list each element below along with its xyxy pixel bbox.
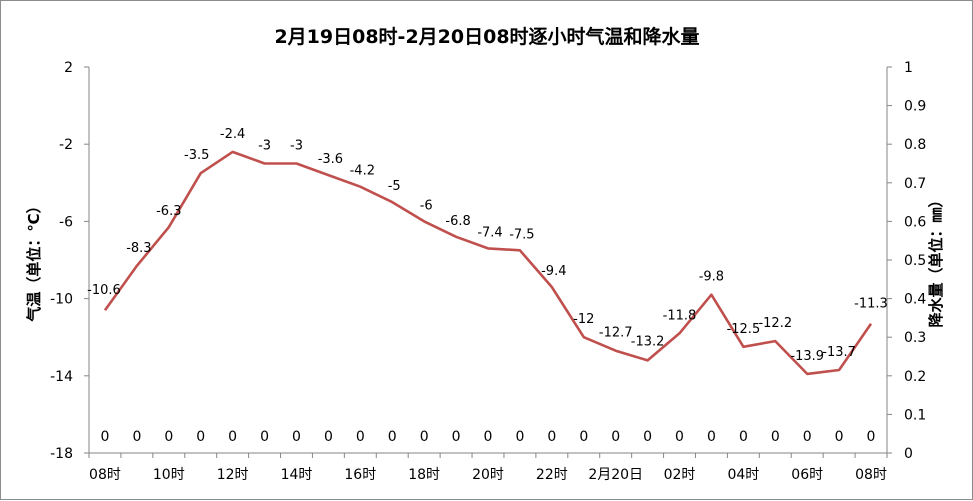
temperature-data-label: -10.6	[87, 283, 121, 298]
x-tick-label: 22时	[536, 467, 568, 483]
precipitation-data-label: 0	[835, 429, 844, 445]
precipitation-data-label: 0	[867, 429, 876, 445]
temperature-data-label: -12.2	[758, 316, 792, 331]
temperature-data-label: -7.5	[509, 227, 534, 242]
x-tick-label: 02时	[664, 467, 696, 483]
y2-tick-label: 0.2	[904, 369, 926, 385]
precipitation-data-label: 0	[675, 429, 684, 445]
x-tick-label: 20时	[472, 467, 504, 483]
temperature-data-label: -3	[290, 139, 303, 154]
y2-tick-label: 0.9	[904, 99, 926, 115]
x-tick-label: 12时	[217, 467, 249, 483]
temperature-data-label: -4.2	[350, 164, 375, 179]
y2-tick-label: 0.5	[904, 253, 926, 269]
x-tick-label: 18时	[408, 467, 440, 483]
precipitation-data-label: 0	[228, 429, 237, 445]
precipitation-data-label: 0	[292, 429, 301, 445]
plot-area: 2 -2 -6 -10 -14 -18 1 0.9 0.8 0.7 0.6 0.5 0.4 0.3 0.2 0…	[50, 60, 926, 483]
temperature-data-label: -3	[258, 139, 271, 154]
precipitation-data-label: 0	[803, 429, 812, 445]
x-tick-label: 06时	[791, 467, 823, 483]
y-tick-label: -18	[50, 446, 73, 462]
precipitation-data-label: 0	[132, 429, 141, 445]
temperature-data-label: -3.5	[184, 148, 209, 163]
temperature-data-label: -12.7	[599, 326, 633, 341]
y-tick-label: -10	[50, 292, 73, 308]
y-axis-title: 气温（单位：℃）	[25, 198, 43, 322]
y-tick-label: -2	[59, 137, 73, 153]
precipitation-data-label: 0	[324, 429, 333, 445]
precipitation-data-label: 0	[388, 429, 397, 445]
y-axis-title-group: 气温（单位：℃）	[25, 198, 43, 322]
y2-axis-title: 降水量（单位：㎜）	[927, 192, 945, 327]
y2-tick-label: 0.7	[904, 176, 926, 192]
y-tick-label: -14	[50, 369, 73, 385]
temperature-data-label: -13.7	[822, 345, 856, 360]
y-tick-label: 2	[64, 60, 73, 76]
temperature-data-label: -9.4	[541, 264, 566, 279]
precipitation-data-label: 0	[484, 429, 493, 445]
temperature-data-label: -13.9	[790, 349, 824, 364]
precipitation-data-label: 0	[452, 429, 461, 445]
y2-axis-title-group: 降水量（单位：㎜）	[927, 192, 945, 327]
temperature-data-label: -6	[420, 198, 433, 213]
x-tick-label: 16时	[344, 467, 376, 483]
chart-title: 2月19日08时-2月20日08时逐小时气温和降水量	[274, 25, 699, 48]
precipitation-data-label: 0	[164, 429, 173, 445]
y2-tick-label: 0.6	[904, 214, 926, 230]
x-tick-label: 10时	[153, 467, 185, 483]
temperature-data-label: -11.8	[663, 308, 697, 323]
temperature-data-label: -12	[573, 312, 594, 327]
precipitation-data-label: 0	[420, 429, 429, 445]
y2-tick-label: 1	[904, 60, 913, 76]
precipitation-data-label: 0	[643, 429, 652, 445]
precipitation-data-label: 0	[356, 429, 365, 445]
precipitation-data-label: 0	[611, 429, 620, 445]
temperature-line	[103, 150, 873, 376]
precipitation-data-label: 0	[707, 429, 716, 445]
x-tick-label: 2月20日	[588, 467, 643, 483]
temperature-data-label: -13.2	[631, 334, 665, 349]
temperature-data-label: -2.4	[220, 127, 245, 142]
y-tick-label: -6	[59, 214, 73, 230]
temperature-data-label: -5	[388, 179, 401, 194]
temperature-data-label: -12.5	[727, 322, 761, 337]
x-tick-label: 04时	[727, 467, 759, 483]
temperature-data-label: -6.3	[156, 204, 181, 219]
temperature-data-label: -3.6	[318, 152, 343, 167]
precipitation-data-label: 0	[196, 429, 205, 445]
precipitation-data-label: 0	[739, 429, 748, 445]
x-tick-label: 08时	[855, 467, 887, 483]
precipitation-data-label: 0	[515, 429, 524, 445]
x-tick-label: 08时	[89, 467, 121, 483]
temperature-data-label: -6.8	[445, 214, 470, 229]
y2-tick-label: 0	[904, 446, 913, 462]
precipitation-data-label: 0	[260, 429, 269, 445]
precipitation-data-label: 0	[547, 429, 556, 445]
temperature-data-label: -11.3	[854, 297, 888, 312]
y2-tick-label: 0.3	[904, 330, 926, 346]
temperature-data-label: -7.4	[477, 225, 502, 240]
y2-tick-label: 0.1	[904, 407, 926, 423]
temperature-data-label: -9.8	[699, 270, 724, 285]
temperature-data-label: -8.3	[126, 241, 151, 256]
precipitation-data-label: 0	[579, 429, 588, 445]
precipitation-data-label: 0	[101, 429, 110, 445]
y2-tick-label: 0.4	[904, 292, 926, 308]
y2-tick-label: 0.8	[904, 137, 926, 153]
precipitation-data-label: 0	[771, 429, 780, 445]
x-tick-label: 14时	[281, 467, 313, 483]
